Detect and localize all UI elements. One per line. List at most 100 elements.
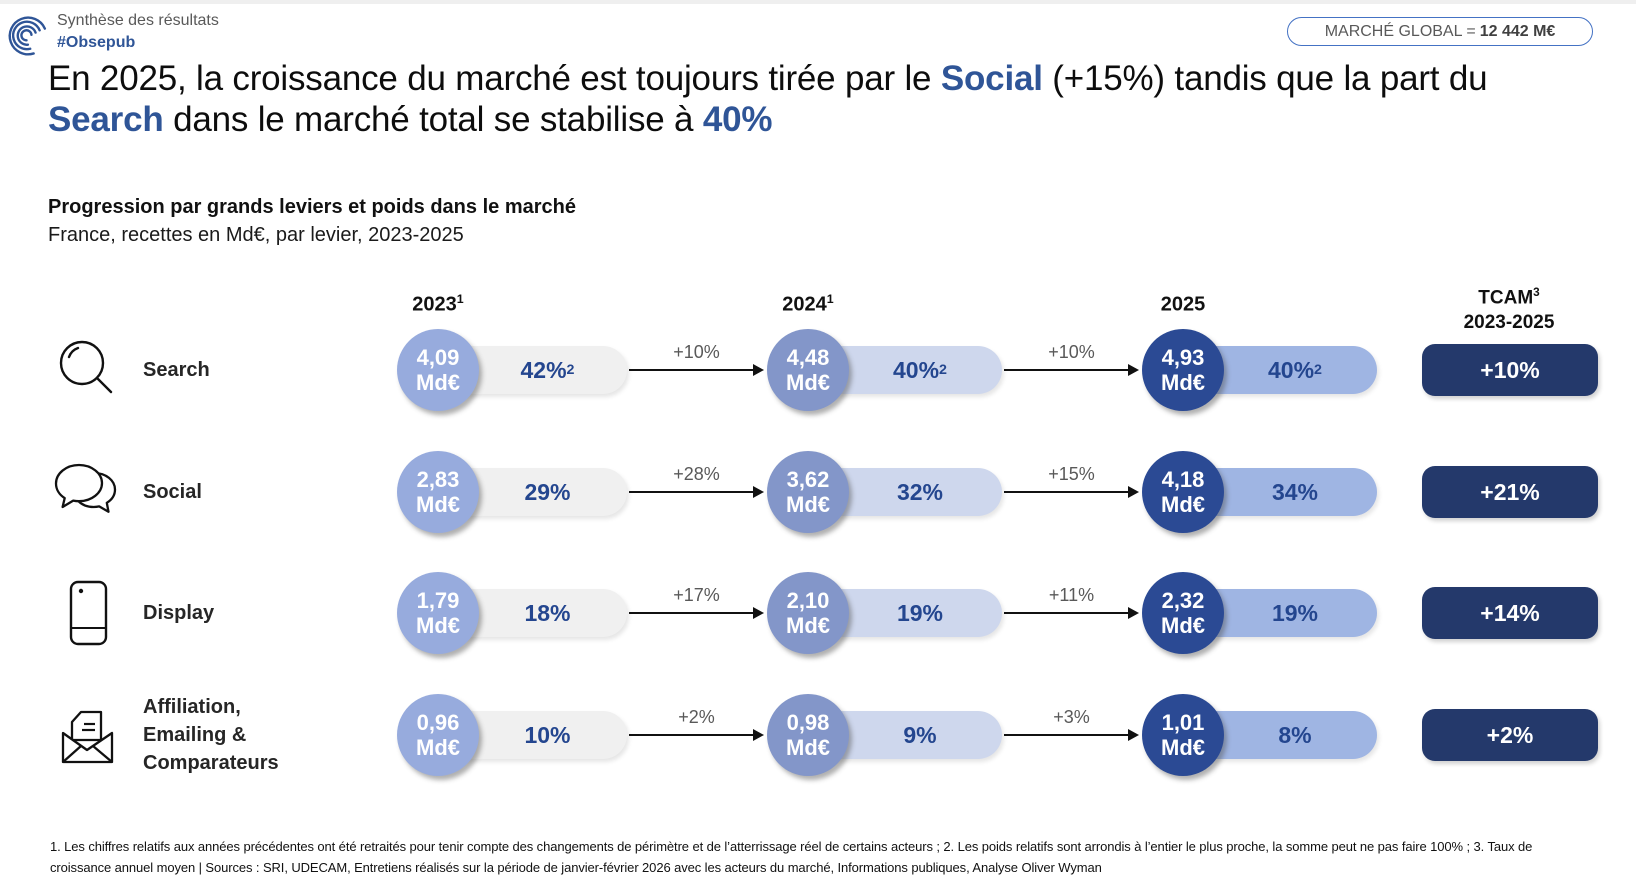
share-value: 42% 2: [520, 356, 575, 383]
share-value: 40% 2: [893, 356, 947, 383]
value-unit: Md€: [1161, 735, 1205, 760]
header-subtitle: Synthèse des résultats: [57, 12, 219, 29]
chart-heading: Progression par grands leviers et poids …: [48, 196, 576, 218]
row-label: Search: [143, 359, 210, 381]
share-value: 19%: [896, 599, 944, 626]
market-global-label: MARCHÉ GLOBAL =: [1324, 22, 1476, 40]
value-mde: 1,79: [416, 588, 460, 613]
growth-label: +15%: [1048, 464, 1095, 484]
value-circle-2023: 1,79 Md€: [397, 572, 479, 654]
footnote: 1. Les chiffres relatifs aux années préc…: [50, 839, 1533, 875]
title-highlight-search: Search: [48, 100, 164, 139]
value-circle-2025: 4,93 Md€: [1142, 329, 1224, 411]
value-circle-2025: 4,18 Md€: [1142, 451, 1224, 533]
header-hashtag: #Obsepub: [57, 34, 136, 51]
growth-arrow-line: [1004, 612, 1130, 614]
growth-arrow-head: [753, 364, 764, 376]
value-mde: 0,96: [416, 710, 460, 735]
growth-arrow-line: [629, 369, 755, 371]
growth-label: +10%: [1048, 342, 1095, 362]
growth-label: +2%: [678, 707, 715, 727]
obsepub-logo-icon: [8, 16, 47, 56]
share-value: 34%: [1271, 478, 1319, 505]
growth-arrow-head: [1128, 486, 1139, 498]
value-mde: 0,98: [786, 710, 830, 735]
growth-label: +11%: [1048, 585, 1095, 605]
title-text: dans le marché total se stabilise à: [163, 100, 703, 139]
market-global-badge: MARCHÉ GLOBAL = 12 442 M€: [1287, 17, 1593, 46]
growth-arrow-line: [629, 734, 755, 736]
growth-arrow-head: [753, 607, 764, 619]
column-header-2024: 20241: [782, 292, 834, 316]
share-value: 9%: [903, 721, 937, 748]
column-header-2025: 2025: [1160, 293, 1206, 316]
value-unit: Md€: [786, 613, 830, 638]
tcam-badge: +10%: [1422, 344, 1598, 396]
page-title: En 2025, la croissance du marché est tou…: [48, 58, 1558, 140]
value-unit: Md€: [416, 492, 460, 517]
share-value: 40% 2: [1268, 356, 1322, 383]
value-unit: Md€: [416, 370, 460, 395]
value-mde: 3,62: [786, 467, 830, 492]
share-value: 19%: [1271, 599, 1319, 626]
value-mde: 4,18: [1161, 467, 1205, 492]
chart-subheading: France, recettes en Md€, par levier, 202…: [48, 224, 464, 246]
growth-label: +10%: [673, 342, 720, 362]
growth-arrow-head: [1128, 364, 1139, 376]
value-unit: Md€: [416, 735, 460, 760]
value-circle-2024: 0,98 Md€: [767, 694, 849, 776]
value-circle-2023: 0,96 Md€: [397, 694, 479, 776]
row-label: Affiliation, Emailing & Comparateurs: [143, 696, 279, 774]
column-header-2023: 20231: [412, 292, 464, 316]
column-header-tcam: TCAM3 2023-2025: [1463, 286, 1555, 334]
growth-label: +17%: [673, 585, 720, 605]
title-text: (+15%) tandis que la part du: [1042, 59, 1488, 98]
value-unit: Md€: [416, 613, 460, 638]
share-value: 18%: [524, 599, 571, 626]
growth-arrow-line: [1004, 734, 1130, 736]
growth-arrow-head: [753, 729, 764, 741]
value-mde: 1,01: [1161, 710, 1205, 735]
value-mde: 4,48: [786, 345, 830, 370]
value-circle-2024: 4,48 Md€: [767, 329, 849, 411]
growth-arrow-head: [1128, 729, 1139, 741]
value-circle-2023: 2,83 Md€: [397, 451, 479, 533]
social-icon: [50, 457, 126, 527]
search-icon: [50, 335, 126, 405]
growth-arrow-line: [629, 491, 755, 493]
tcam-badge: +21%: [1422, 466, 1598, 518]
title-highlight-social: Social: [940, 59, 1043, 98]
growth-arrow-line: [629, 612, 755, 614]
value-unit: Md€: [786, 492, 830, 517]
tcam-badge: +2%: [1422, 709, 1598, 761]
value-unit: Md€: [786, 735, 830, 760]
share-value: 10%: [524, 721, 571, 748]
growth-arrow-head: [1128, 607, 1139, 619]
value-unit: Md€: [786, 370, 830, 395]
value-unit: Md€: [1161, 613, 1205, 638]
share-value: 8%: [1278, 721, 1312, 748]
value-circle-2025: 2,32 Md€: [1142, 572, 1224, 654]
affiliation-icon: [50, 700, 126, 770]
share-value: 29%: [524, 478, 571, 505]
growth-arrow-line: [1004, 491, 1130, 493]
title-highlight-40pct: 40%: [702, 100, 773, 139]
display-icon: [50, 578, 126, 648]
top-divider: [0, 0, 1636, 4]
row-label: Display: [143, 602, 215, 624]
value-unit: Md€: [1161, 370, 1205, 395]
value-circle-2023: 4,09 Md€: [397, 329, 479, 411]
value-unit: Md€: [1161, 492, 1205, 517]
growth-label: +3%: [1053, 707, 1090, 727]
title-text: En 2025, la croissance du marché est tou…: [48, 59, 941, 98]
growth-label: +28%: [673, 464, 720, 484]
value-mde: 4,09: [416, 345, 460, 370]
growth-arrow-line: [1004, 369, 1130, 371]
share-value: 32%: [896, 478, 944, 505]
value-mde: 2,10: [786, 588, 830, 613]
row-label: Social: [143, 481, 202, 503]
value-mde: 2,32: [1161, 588, 1205, 613]
value-circle-2024: 2,10 Md€: [767, 572, 849, 654]
growth-arrow-head: [753, 486, 764, 498]
